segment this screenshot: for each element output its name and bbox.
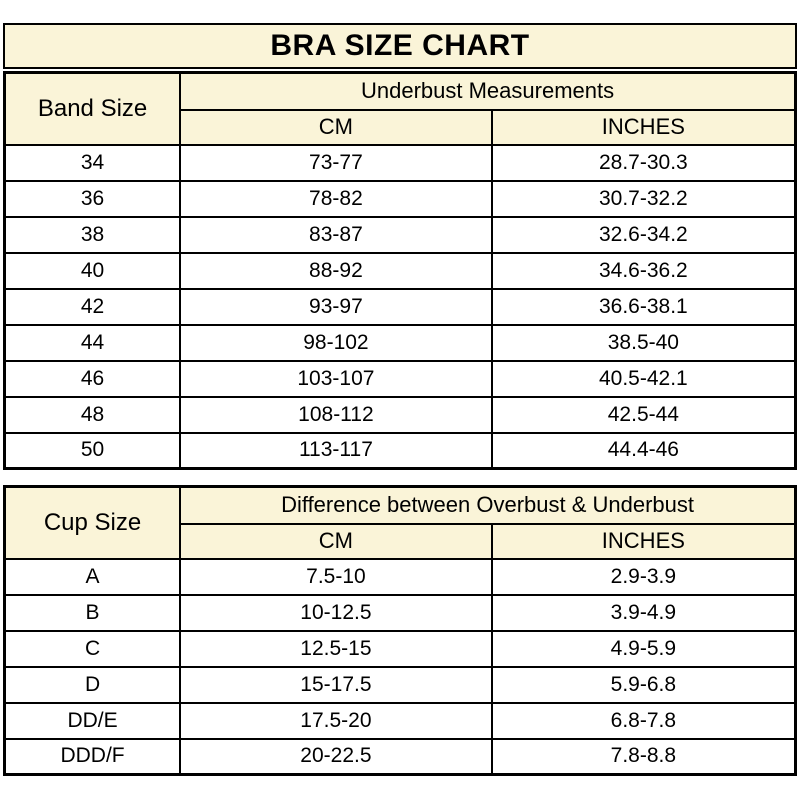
inches-cell: 7.8-8.8 [490, 737, 797, 776]
cup-cell: D [3, 665, 182, 704]
band-inches-column-header: INCHES [490, 108, 797, 146]
cm-cell: 12.5-15 [179, 629, 493, 668]
inches-cell: 42.5-44 [490, 395, 797, 434]
band-cell: 46 [3, 359, 182, 398]
band-cell: 34 [3, 143, 182, 182]
inches-cell: 28.7-30.3 [490, 143, 797, 182]
table-row: 40 88-92 34.6-36.2 [3, 251, 797, 290]
cup-cell: B [3, 593, 182, 632]
table-row: 46 103-107 40.5-42.1 [3, 359, 797, 398]
cm-cell: 103-107 [179, 359, 493, 398]
table-row: 44 98-102 38.5-40 [3, 323, 797, 362]
inches-cell: 6.8-7.8 [490, 701, 797, 740]
cm-cell: 73-77 [179, 143, 493, 182]
cup-cell: C [3, 629, 182, 668]
inches-cell: 5.9-6.8 [490, 665, 797, 704]
table-row: B 10-12.5 3.9-4.9 [3, 593, 797, 632]
inches-cell: 2.9-3.9 [490, 557, 797, 596]
band-cell: 36 [3, 179, 182, 218]
cm-cell: 17.5-20 [179, 701, 493, 740]
cm-cell: 15-17.5 [179, 665, 493, 704]
band-table-header-row: Band Size Underbust Measurements [3, 71, 797, 146]
cup-cell: A [3, 557, 182, 596]
cup-table-header-row: Cup Size Difference between Overbust & U… [3, 485, 797, 560]
band-cell: 48 [3, 395, 182, 434]
cup-inches-column-header: INCHES [490, 522, 797, 560]
cup-table-subheader-row: CM INCHES [5, 522, 797, 560]
cm-cell: 88-92 [179, 251, 493, 290]
table-row: DDD/F 20-22.5 7.8-8.8 [3, 737, 797, 776]
table-row: 42 93-97 36.6-38.1 [3, 287, 797, 326]
cm-cell: 20-22.5 [179, 737, 493, 776]
table-row: A 7.5-10 2.9-3.9 [3, 557, 797, 596]
cm-cell: 78-82 [179, 179, 493, 218]
band-table-subheader-row: CM INCHES [5, 108, 797, 146]
inches-cell: 36.6-38.1 [490, 287, 797, 326]
table-row: 34 73-77 28.7-30.3 [3, 143, 797, 182]
table-row: 36 78-82 30.7-32.2 [3, 179, 797, 218]
cup-size-header: Cup Size [3, 485, 182, 560]
band-cell: 42 [3, 287, 182, 326]
cm-cell: 7.5-10 [179, 557, 493, 596]
band-cell: 38 [3, 215, 182, 254]
band-size-header: Band Size [3, 71, 182, 146]
difference-group-header: Difference between Overbust & Underbust [179, 485, 797, 525]
cm-cell: 113-117 [179, 431, 493, 470]
inches-cell: 44.4-46 [490, 431, 797, 470]
inches-cell: 30.7-32.2 [490, 179, 797, 218]
table-row: 38 83-87 32.6-34.2 [3, 215, 797, 254]
underbust-group-header: Underbust Measurements [179, 71, 797, 111]
cm-cell: 10-12.5 [179, 593, 493, 632]
table-row: D 15-17.5 5.9-6.8 [3, 665, 797, 704]
band-cell: 40 [3, 251, 182, 290]
band-cell: 50 [3, 431, 182, 470]
inches-cell: 40.5-42.1 [490, 359, 797, 398]
inches-cell: 3.9-4.9 [490, 593, 797, 632]
table-row: C 12.5-15 4.9-5.9 [3, 629, 797, 668]
cup-cell: DDD/F [3, 737, 182, 776]
table-row: 50 113-117 44.4-46 [3, 431, 797, 470]
inches-cell: 32.6-34.2 [490, 215, 797, 254]
table-row: 48 108-112 42.5-44 [3, 395, 797, 434]
band-cm-column-header: CM [179, 108, 493, 146]
inches-cell: 38.5-40 [490, 323, 797, 362]
cm-cell: 108-112 [179, 395, 493, 434]
cm-cell: 83-87 [179, 215, 493, 254]
table-row: DD/E 17.5-20 6.8-7.8 [3, 701, 797, 740]
chart-title: BRA SIZE CHART [3, 23, 797, 69]
cup-cm-column-header: CM [179, 522, 493, 560]
band-size-table: Band Size Underbust Measurements CM INCH… [3, 71, 797, 470]
inches-cell: 34.6-36.2 [490, 251, 797, 290]
inches-cell: 4.9-5.9 [490, 629, 797, 668]
cm-cell: 93-97 [179, 287, 493, 326]
cup-size-table: Cup Size Difference between Overbust & U… [3, 485, 797, 776]
cm-cell: 98-102 [179, 323, 493, 362]
cup-cell: DD/E [3, 701, 182, 740]
band-cell: 44 [3, 323, 182, 362]
table-divider-gap [3, 470, 797, 485]
